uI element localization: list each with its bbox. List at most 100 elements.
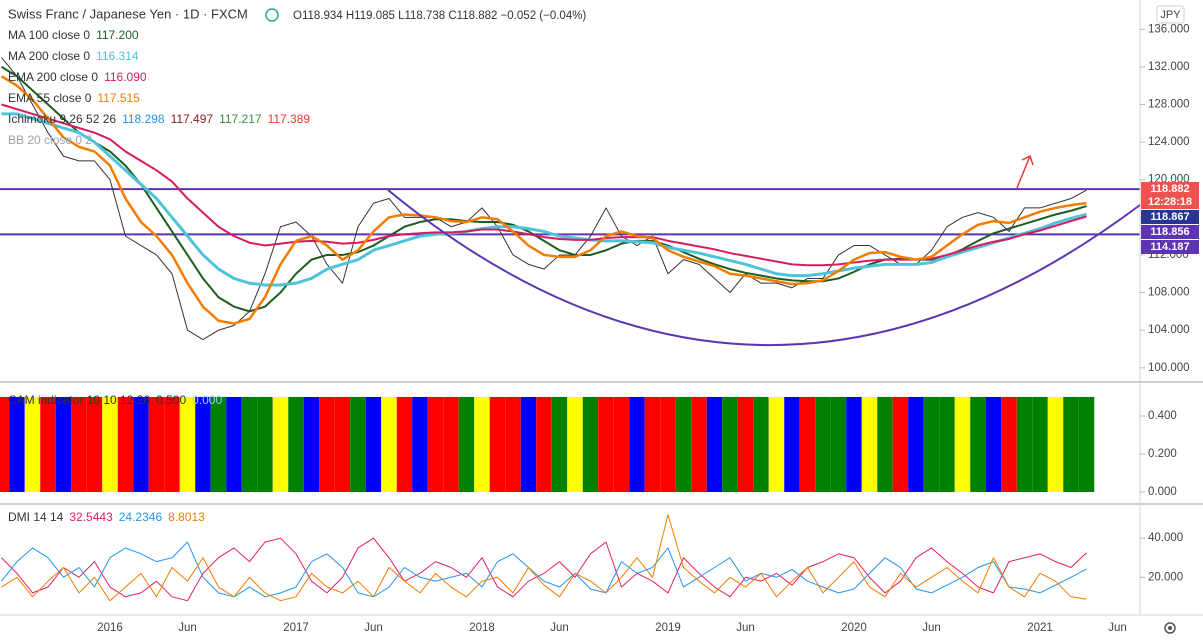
cam-bar [334, 396, 351, 492]
cam-bar [722, 396, 738, 492]
legend-value: 117.515 [97, 91, 140, 105]
cam-bar [133, 396, 149, 492]
series-line [1, 541, 1087, 598]
plot-area [0, 57, 1140, 602]
cam-bar [86, 396, 103, 492]
y-tick-label: 0.000 [1148, 486, 1177, 498]
price-label: 114.187 [1150, 241, 1189, 253]
cam-bar [520, 396, 537, 492]
cam-bar [1063, 396, 1079, 492]
cam-bar [319, 396, 335, 492]
x-tick-label: Jun [736, 622, 755, 634]
price-label-box [1141, 225, 1199, 239]
cam-bar [644, 396, 661, 492]
series-line [1, 514, 1087, 602]
legend-entry: BB 20 close 0 2 [8, 133, 92, 147]
legend-entry: EMA 55 close 0 117.515 [8, 91, 140, 105]
cam-bar [350, 396, 366, 492]
price-label: 118.856 [1150, 226, 1189, 238]
cam-bar [1032, 396, 1048, 492]
cam-bar [288, 396, 304, 492]
cam-bar [24, 396, 41, 492]
legend-value: 117.200 [96, 28, 139, 42]
cam-bar [9, 396, 25, 492]
settings-gear[interactable] [1164, 622, 1176, 634]
cam-bar [489, 396, 506, 492]
cam-bar [939, 396, 955, 492]
legend-label: EMA 55 close 0 [8, 91, 92, 105]
cam-bar [923, 396, 940, 492]
cam-bar [427, 396, 444, 492]
legend-label: MA 200 close 0 [8, 49, 90, 63]
currency: JPY [1160, 9, 1181, 21]
legend-label: EMA 200 close 0 [8, 70, 98, 84]
x-tick-label: 2020 [841, 622, 867, 634]
settings-gear-center[interactable] [1168, 626, 1172, 630]
cam-bar [1047, 396, 1064, 492]
cam-bar [954, 396, 971, 492]
legend-label: CAM indicator 10 10 12 26 [8, 393, 150, 407]
cam-bar [396, 396, 413, 492]
cam-bar [536, 396, 552, 492]
price-label-box [1141, 210, 1199, 224]
legend-value: 116.314 [96, 49, 139, 63]
currency-box [1156, 5, 1185, 24]
legend-entry: EMA 200 close 0 116.090 [8, 70, 147, 84]
legend-entry: MA 100 close 0 117.200 [8, 28, 139, 42]
cam-bar [598, 396, 614, 492]
cam-bar [117, 396, 134, 492]
status-icon [265, 8, 279, 22]
price-label-box [1141, 195, 1199, 209]
cam-bar [706, 396, 723, 492]
x-tick-label: 2017 [283, 622, 309, 634]
x-tick-label: Jun [550, 622, 569, 634]
cam-bar [861, 396, 878, 492]
cam-bar [1001, 396, 1017, 492]
cam-bar [737, 396, 754, 492]
legend-label: Ichimoku 9 26 52 26 [8, 112, 116, 126]
cam-bar [908, 396, 924, 492]
cam-bar [1016, 396, 1033, 492]
cam-bar [412, 396, 428, 492]
x-tick-label: Jun [1108, 622, 1127, 634]
y-tick-label: 128.000 [1148, 99, 1190, 111]
series-line [1, 57, 1087, 341]
chart-title: Swiss Franc / Japanese Yen · 1D · FXCM [8, 6, 248, 21]
cam-bar [815, 396, 831, 492]
ohlc: O118.934 H119.085 L118.738 C118.882 −0.0… [293, 10, 586, 22]
y-tick-label: 20.000 [1148, 571, 1183, 583]
cam-bar [799, 396, 816, 492]
cam-bar [768, 396, 785, 492]
cam-bar [241, 396, 258, 492]
legend-value: 117.217 [219, 112, 262, 126]
cam-bar [458, 396, 475, 492]
legend-value: 24.2346 [119, 510, 163, 524]
settings-icon[interactable] [1164, 622, 1176, 634]
cam-bar [753, 396, 769, 492]
cam-bar [55, 396, 72, 492]
cam-bar [505, 396, 521, 492]
legend-entry: DMI 14 14 32.5443 24.2346 8.8013 [8, 510, 205, 524]
y-tick-label: 108.000 [1148, 287, 1190, 299]
legend-entry: CAM indicator 10 10 12 26 0.500 0.000 [8, 393, 222, 407]
y-tick-label: 0.200 [1148, 448, 1177, 460]
legend-value: 116.090 [104, 70, 147, 84]
cam-bar [892, 396, 909, 492]
cam-bar [195, 396, 211, 492]
legend-label: BB 20 close 0 2 [8, 133, 92, 147]
x-tick-label: Jun [364, 622, 383, 634]
legend-value: 8.8013 [168, 510, 205, 524]
x-tick-label: 2021 [1027, 622, 1053, 634]
cam-bar [71, 396, 87, 492]
y-tick-label: 100.000 [1148, 362, 1190, 374]
x-tick-label: 2019 [655, 622, 681, 634]
cam-bar [877, 396, 893, 492]
x-tick-label: 2016 [97, 622, 123, 634]
y-tick-label: 0.400 [1148, 410, 1177, 422]
y-tick-label: 136.000 [1148, 23, 1190, 35]
cam-bar [970, 396, 986, 492]
cam-bar [985, 396, 1002, 492]
series-line [1, 103, 1087, 267]
